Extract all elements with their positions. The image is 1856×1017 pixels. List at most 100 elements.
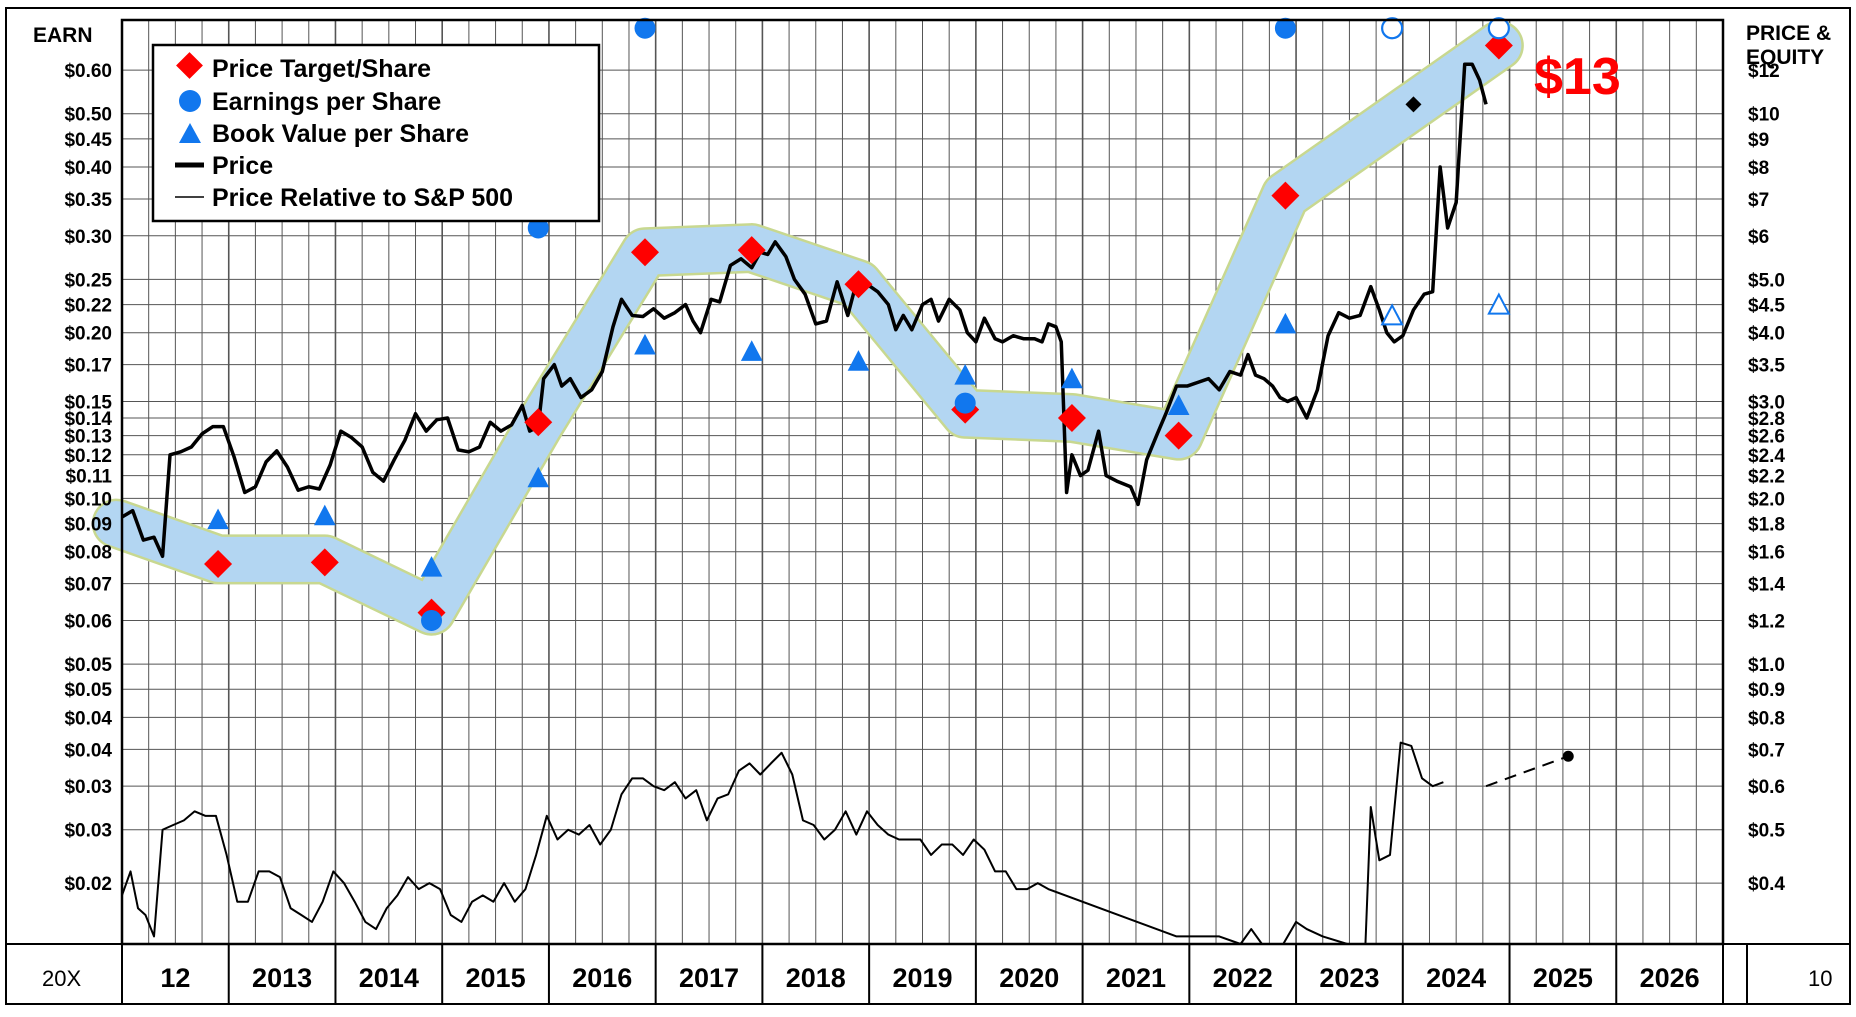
left-tick-label: $0.20 [64,324,112,345]
right-tick-label: $1.4 [1748,575,1785,596]
right-tick-label: $0.4 [1748,874,1785,895]
left-tick-label: $0.04 [64,708,112,729]
right-tick-label: $4.0 [1748,324,1785,345]
year-label: 2020 [999,963,1059,993]
left-axis: $0.60 $0.50 $0.45 $0.40 $0.35 $0.30 $0.25 $0.22… [64,61,112,895]
legend-target-label: Price Target/Share [212,55,431,83]
price-target-marker [1271,181,1300,210]
book-value-marker [847,350,870,371]
year-label: 2013 [252,963,312,993]
left-tick-label: $0.12 [64,446,112,467]
year-label: 2015 [466,963,526,993]
right-tick-label: $9 [1748,130,1769,151]
year-label: 2018 [786,963,846,993]
right-axis-title-line2: EQUITY [1746,46,1824,69]
left-tick-label: $0.03 [64,821,112,842]
book-value-marker [1274,312,1297,334]
legend-earnings-marker [179,90,201,112]
right-tick-label: $10 [1748,105,1780,126]
right-tick-label: $0.6 [1748,777,1785,798]
earnings-marker [1487,17,1510,40]
price-target-marker [1057,403,1086,432]
year-label: 2017 [679,963,739,993]
left-tick-label: $0.08 [64,543,112,564]
year-label: 2022 [1213,963,1273,993]
book-value-marker [313,504,336,526]
book-value-marker [1380,303,1404,326]
price-target-annotation: $13 [1534,48,1621,106]
right-axis: $12$10$9$8$7$6$5.0$4.5$4.0$3.5$3.0$2.8$2… [1748,61,1785,895]
right-tick-label: $3.0 [1748,392,1785,413]
right-tick-label: $0.8 [1748,708,1785,729]
legend-target-marker [176,52,203,79]
right-tick-label: $5.0 [1748,270,1785,291]
book-value-marker [1167,394,1190,415]
year-label: 2025 [1533,963,1593,993]
left-tick-label: $0.09 [64,515,112,536]
price-target-marker [204,549,233,578]
left-tick-label: $0.60 [64,61,112,82]
right-tick-label: $2.2 [1748,467,1785,488]
book-value-marker [1061,367,1083,389]
left-tick-label: $0.04 [64,740,112,761]
data-markers [204,17,1574,762]
right-tick-label: $2.4 [1748,446,1785,467]
earnings-marker [634,17,656,39]
left-tick-label: $0.13 [64,427,112,448]
book-value-marker [420,556,443,577]
left-tick-label: $0.06 [64,611,112,632]
right-tick-label: $2.0 [1748,489,1785,510]
left-tick-label: $0.10 [64,489,112,510]
year-label: 2024 [1426,963,1486,993]
right-tick-label: $0.7 [1748,740,1785,761]
right-tick-label: $1.0 [1748,655,1785,676]
relative-line [121,741,1444,945]
left-tick-label: $0.02 [64,874,112,895]
latest-price-marker [1405,96,1422,113]
left-tick-label: $0.40 [64,158,112,179]
right-tick-label: $8 [1748,158,1769,179]
year-axis: 12 2013 2014 2015 2016 2017 2018 2019 2020 2021 20… [121,944,1724,1004]
price-target-marker [524,408,553,437]
book-value-marker [740,340,763,361]
year-label: 2016 [572,963,632,993]
earnings-marker [1274,17,1296,39]
relative-projection-line [1485,755,1569,788]
legend-earnings-label: Earnings per Share [212,88,441,116]
bottom-left-label: 20X [42,966,81,991]
price-lines [121,62,1569,945]
left-tick-label: $0.05 [64,680,112,701]
left-tick-label: $0.17 [64,356,112,377]
right-tick-label: $2.6 [1748,427,1785,448]
left-tick-label: $0.22 [64,296,112,317]
book-value-marker [207,508,229,530]
year-label: 2026 [1640,963,1700,993]
earnings-marker [954,392,976,414]
legend-book-label: Book Value per Share [212,120,469,148]
left-tick-label: $0.14 [64,409,112,430]
right-tick-label: $0.9 [1748,680,1785,701]
price-target-marker [1484,31,1513,60]
left-tick-label: $0.07 [64,575,112,596]
left-tick-label: $0.11 [66,467,113,488]
legend-relative-label: Price Relative to S&P 500 [212,184,513,212]
right-tick-label: $1.6 [1748,543,1785,564]
price-target-marker [630,238,659,267]
right-axis-title-line1: PRICE & [1746,22,1831,45]
year-label: 12 [160,963,190,993]
legend-price-label: Price [212,152,273,180]
earnings-marker [421,609,443,631]
right-tick-label: $6 [1748,227,1769,248]
relative-projection-marker [1562,750,1574,762]
price-target-marker [737,236,766,265]
left-tick-label: $0.50 [64,105,112,126]
legend: Price Target/Share Earnings per Share Bo… [151,43,601,223]
left-tick-label: $0.25 [64,270,112,291]
legend-book-marker [179,123,201,143]
book-value-marker [634,333,656,355]
left-tick-label: $0.30 [64,227,112,248]
earnings-marker [1381,17,1404,40]
price-target-marker [310,548,339,577]
bottom-right-label: 10 [1808,966,1832,991]
